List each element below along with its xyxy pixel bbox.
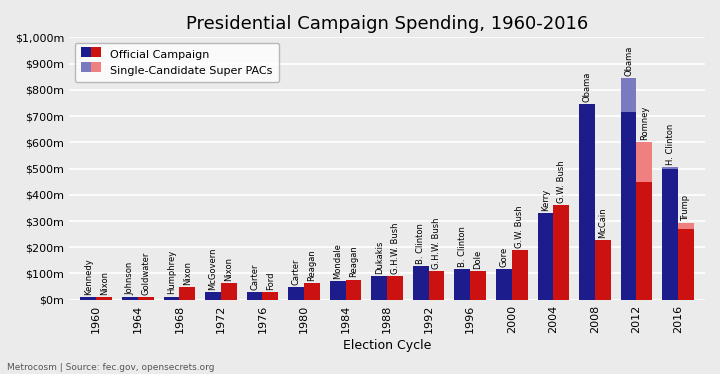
Text: G.H.W. Bush: G.H.W. Bush — [432, 217, 441, 269]
Text: McGovern: McGovern — [209, 247, 217, 290]
Text: G.W. Bush: G.W. Bush — [516, 205, 524, 248]
Bar — [554, 205, 569, 300]
Text: Nixon: Nixon — [183, 261, 192, 285]
Text: Nixon: Nixon — [225, 257, 233, 281]
Text: Dukakis: Dukakis — [374, 240, 384, 274]
Text: Romney: Romney — [640, 106, 649, 140]
Text: Trump: Trump — [681, 195, 690, 221]
Bar — [595, 240, 611, 300]
Bar — [662, 167, 678, 169]
Bar — [678, 229, 694, 300]
Bar — [579, 104, 595, 300]
Bar — [221, 283, 237, 300]
Text: Gore: Gore — [500, 246, 508, 267]
Text: Carter: Carter — [292, 258, 301, 285]
Text: Johnson: Johnson — [125, 261, 135, 295]
Text: Kerry: Kerry — [541, 189, 550, 211]
Bar — [621, 112, 636, 300]
Text: H. Clinton: H. Clinton — [665, 124, 675, 165]
Text: Nixon: Nixon — [99, 271, 109, 295]
Text: Metrocosm | Source: fec.gov, opensecrets.org: Metrocosm | Source: fec.gov, opensecrets… — [7, 363, 215, 372]
Bar — [662, 169, 678, 300]
X-axis label: Election Cycle: Election Cycle — [343, 338, 431, 352]
Bar — [454, 269, 470, 300]
Bar — [288, 286, 304, 300]
Bar — [678, 223, 694, 229]
Text: Mondale: Mondale — [333, 243, 342, 279]
Bar — [163, 297, 179, 300]
Text: Humphrey: Humphrey — [167, 250, 176, 294]
Text: Dole: Dole — [474, 249, 482, 269]
Bar — [81, 297, 96, 300]
Text: Carter: Carter — [250, 263, 259, 290]
Text: Goldwater: Goldwater — [141, 251, 150, 295]
Bar — [96, 297, 112, 300]
Text: G.W. Bush: G.W. Bush — [557, 160, 566, 203]
Bar — [538, 213, 554, 300]
Text: Ford: Ford — [266, 271, 275, 290]
Text: Reagan: Reagan — [349, 246, 358, 278]
Bar — [247, 292, 263, 300]
Text: Obama: Obama — [624, 46, 633, 76]
Bar — [636, 142, 652, 182]
Text: Kennedy: Kennedy — [84, 258, 93, 295]
Bar — [512, 250, 528, 300]
Bar — [330, 281, 346, 300]
Bar — [496, 269, 512, 300]
Bar — [179, 286, 195, 300]
Text: G.H.W. Bush: G.H.W. Bush — [390, 223, 400, 274]
Bar — [636, 182, 652, 300]
Bar — [346, 279, 361, 300]
Bar — [387, 276, 403, 300]
Bar — [205, 292, 221, 300]
Bar — [470, 271, 486, 300]
Bar — [621, 78, 636, 112]
Text: Obama: Obama — [582, 72, 592, 102]
Text: B. Clinton: B. Clinton — [416, 223, 426, 264]
Bar — [304, 283, 320, 300]
Bar — [122, 297, 138, 300]
Bar — [428, 271, 444, 300]
Bar — [138, 297, 153, 300]
Bar — [413, 266, 428, 300]
Text: McCain: McCain — [598, 207, 607, 238]
Legend: Official Campaign, Single-Candidate Super PACs: Official Campaign, Single-Candidate Supe… — [75, 43, 279, 82]
Bar — [372, 276, 387, 300]
Text: B. Clinton: B. Clinton — [458, 226, 467, 267]
Title: Presidential Campaign Spending, 1960-2016: Presidential Campaign Spending, 1960-201… — [186, 15, 588, 33]
Text: Reagan: Reagan — [307, 249, 316, 280]
Bar — [263, 292, 278, 300]
